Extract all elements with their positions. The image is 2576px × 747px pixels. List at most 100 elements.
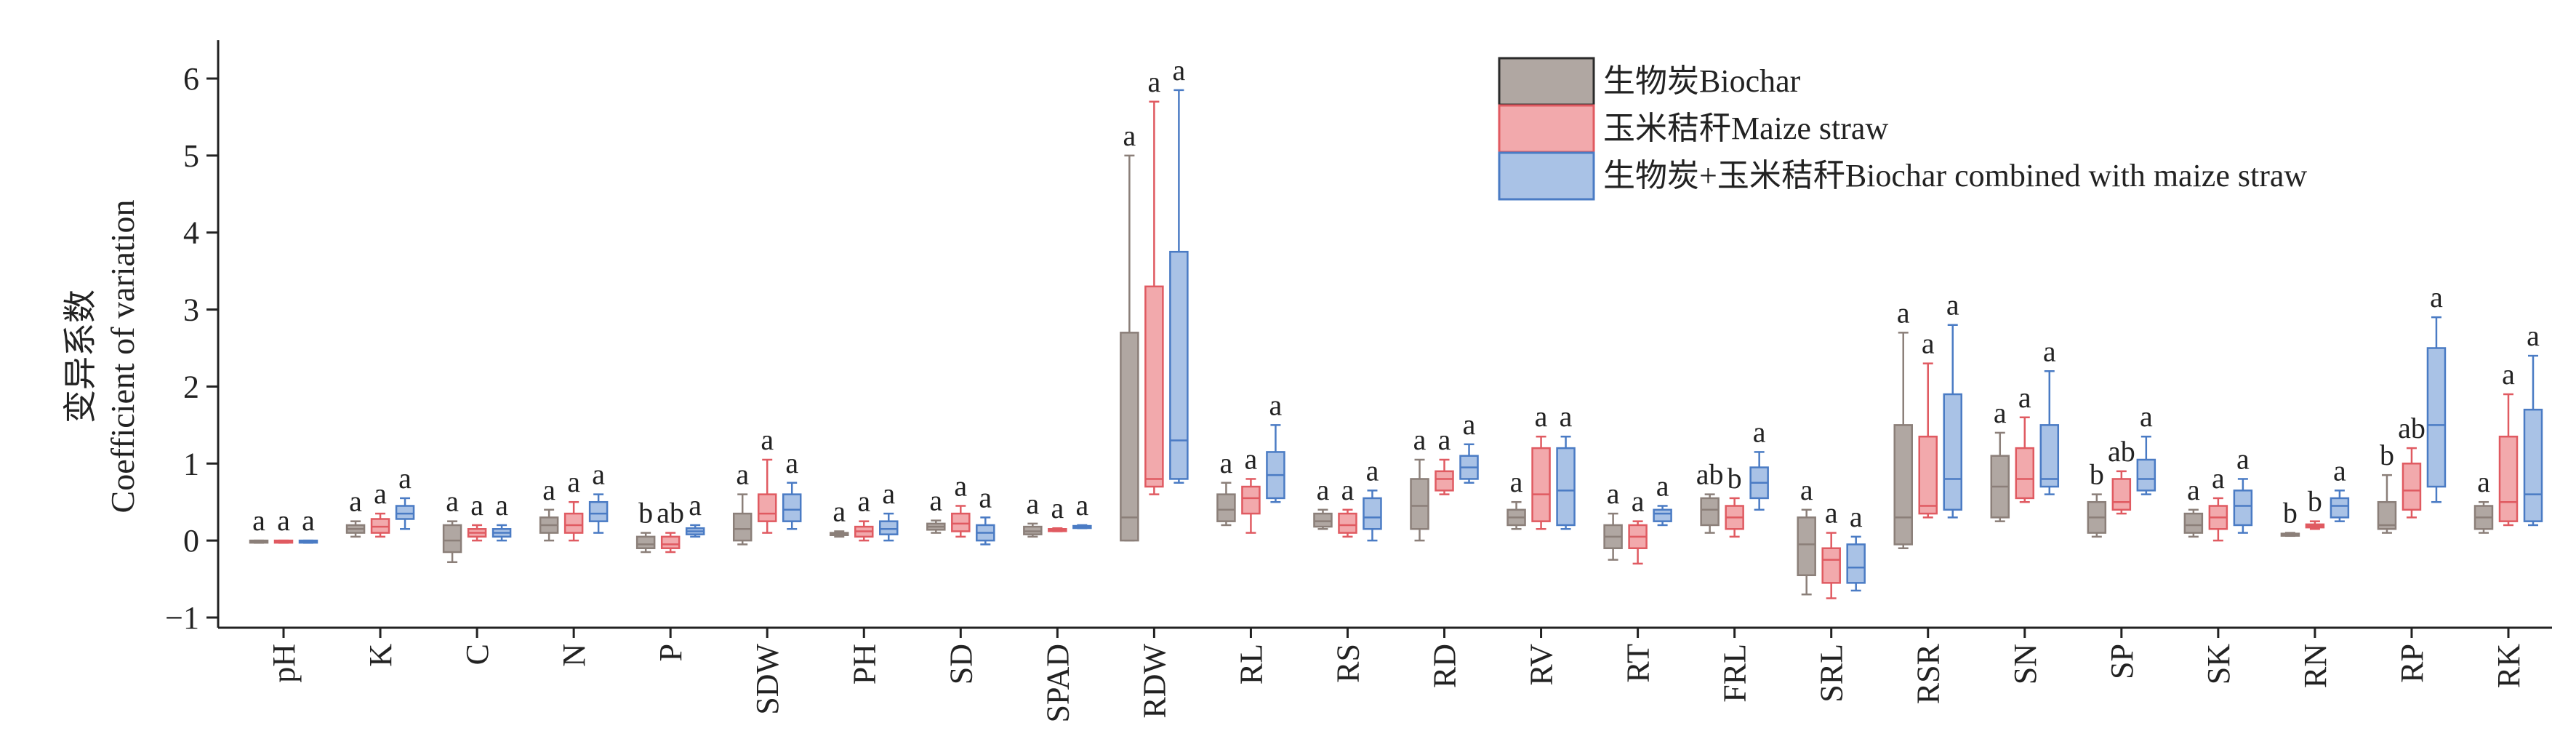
box-body: [879, 520, 899, 535]
sig-letter-P-3: a: [689, 489, 702, 522]
y-axis-title-zh: 变异系数: [62, 289, 99, 423]
sig-letter-SK-2: a: [2212, 462, 2225, 495]
x-tick-label: FRL: [1717, 644, 1753, 703]
sig-letter-RK-3: a: [2527, 319, 2540, 352]
sig-letter-SPAD-2: a: [1051, 492, 1064, 524]
box-SD-2: [951, 505, 971, 538]
box-body: [2136, 458, 2156, 492]
sig-letter-RL-1: a: [1220, 447, 1233, 479]
box-PH-2: [854, 520, 874, 542]
box-RS-3: [1363, 490, 1382, 542]
y-tick-label: 2: [183, 369, 199, 404]
sig-letter-RSR-2: a: [1922, 327, 1935, 360]
box-RP-1: [2377, 474, 2397, 534]
box-RK-2: [2498, 393, 2519, 527]
box-SPAD-2: [1048, 527, 1067, 532]
sig-letter-RN-1: b: [2283, 497, 2298, 530]
sig-letter-RS-1: a: [1317, 474, 1330, 506]
sig-letter-RD-2: a: [1438, 423, 1451, 456]
sig-letter-pH-1: a: [252, 504, 265, 537]
box-SD-1: [926, 519, 946, 534]
sig-letter-SRL-2: a: [1825, 497, 1838, 530]
box-body: [1338, 512, 1357, 534]
x-axis: pH K C N P SDW PH SD SPAD RDW RL RS RD RV RT FRL SRL RSR S…: [218, 626, 2552, 722]
sig-letter-FRL-1: ab: [1696, 458, 1724, 491]
sig-letter-SP-1: b: [2090, 458, 2104, 491]
legend-swatch-maize-straw: [1498, 104, 1595, 153]
sig-letter-RDW-3: a: [1173, 54, 1186, 87]
sig-letter-N-1: a: [542, 474, 555, 506]
sig-letter-PH-2: a: [857, 485, 870, 518]
box-body: [1313, 512, 1333, 528]
sig-letter-RT-1: a: [1607, 477, 1620, 510]
sig-letter-SK-3: a: [2236, 442, 2250, 475]
legend-swatch-biochar: [1498, 57, 1595, 106]
box-SDW-3: [782, 482, 802, 530]
box-RK-1: [2473, 500, 2494, 534]
box-SN-1: [1990, 431, 2010, 522]
box-RK-3: [2523, 354, 2543, 527]
box-body: [2402, 463, 2422, 511]
box-SK-2: [2208, 497, 2228, 542]
box-SK-3: [2233, 478, 2253, 534]
box-K-1: [345, 520, 366, 538]
sig-letter-SDW-3: a: [785, 447, 798, 479]
sig-letter-pH-3: a: [302, 504, 315, 537]
box-SK-1: [2183, 508, 2204, 538]
box-body: [1918, 435, 1938, 515]
x-tick-label: SPAD: [1040, 644, 1075, 722]
y-axis-title-en: Coefficient of variation: [104, 200, 141, 514]
box-SN-3: [2039, 370, 2060, 495]
x-tick-label: PH: [846, 644, 882, 684]
box-RP-3: [2426, 316, 2447, 503]
legend-label-biochar: 生物炭Biochar: [1603, 63, 1801, 99]
y-tick-label: 6: [183, 61, 199, 97]
box-RD-3: [1459, 443, 1479, 484]
x-tick-label: SN: [2007, 644, 2043, 684]
sig-letter-SK-1: a: [2187, 474, 2200, 506]
box-RD-1: [1410, 458, 1429, 542]
box-body: [732, 512, 753, 542]
box-RL-3: [1266, 424, 1285, 503]
x-tick-label: RP: [2394, 644, 2430, 683]
sig-letter-SN-3: a: [2043, 335, 2056, 367]
box-SP-3: [2136, 435, 2156, 495]
box-K-3: [395, 497, 415, 530]
box-P-1: [635, 532, 656, 554]
sig-letter-RP-1: b: [2380, 439, 2394, 471]
y-tick-label: 0: [183, 523, 199, 559]
box-RN-2: [2305, 520, 2325, 530]
box-SPAD-1: [1023, 522, 1043, 538]
sig-letter-SPAD-1: a: [1026, 487, 1039, 520]
sig-letter-RT-2: a: [1632, 485, 1645, 518]
boxes: [249, 89, 2543, 599]
box-body: [1846, 543, 1866, 584]
box-body: [1435, 470, 1454, 492]
sig-letter-RK-2: a: [2502, 358, 2515, 391]
box-C-2: [467, 524, 487, 542]
box-body: [1241, 485, 1261, 515]
box-SN-2: [2015, 416, 2035, 503]
box-SRL-3: [1846, 535, 1866, 592]
box-body: [2523, 408, 2543, 522]
x-tick-label: N: [556, 644, 592, 667]
sig-letter-SD-2: a: [954, 470, 967, 503]
sig-letter-N-3: a: [592, 458, 605, 491]
sig-letter-RD-1: a: [1413, 423, 1427, 456]
sig-letter-RD-3: a: [1463, 408, 1476, 441]
sig-letter-pH-2: a: [277, 504, 290, 537]
box-body: [2330, 497, 2350, 519]
box-SD-3: [976, 516, 995, 546]
x-tick-label: SK: [2201, 644, 2236, 684]
box-RDW-1: [1120, 154, 1139, 542]
sig-letter-RV-1: a: [1510, 466, 1523, 498]
box-body: [1169, 250, 1189, 480]
box-body: [635, 535, 656, 549]
box-body: [395, 505, 415, 520]
box-SPAD-3: [1072, 524, 1092, 530]
sig-letter-SPAD-3: a: [1075, 489, 1088, 522]
sig-letter-C-2: a: [470, 489, 483, 522]
y-axis-title: 变异系数 Coefficient of variation: [62, 200, 141, 514]
